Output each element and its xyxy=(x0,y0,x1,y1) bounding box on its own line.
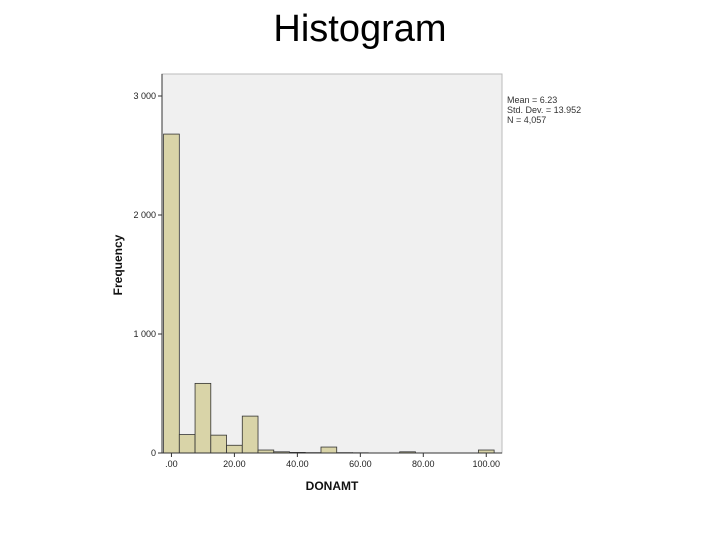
stat-line: Mean = 6.23 xyxy=(507,95,557,105)
y-axis-title: Frequency xyxy=(111,234,125,295)
x-tick-label: 100.00 xyxy=(472,459,500,469)
x-tick-label: 20.00 xyxy=(223,459,246,469)
y-tick-label: 1 000 xyxy=(133,329,156,339)
y-ticks: 0 1 000 2 000 3 000 xyxy=(133,91,162,458)
x-ticks: .00 20.00 40.00 60.00 80.00 100.00 xyxy=(165,453,500,469)
histogram-bar xyxy=(241,415,259,454)
histogram-bar xyxy=(163,133,180,454)
x-tick-label: 60.00 xyxy=(349,459,372,469)
x-tick-label: 80.00 xyxy=(412,459,435,469)
stat-line: Std. Dev. = 13.952 xyxy=(507,105,581,115)
stat-line: N = 4,057 xyxy=(507,115,546,125)
x-axis-title: DONAMT xyxy=(306,479,359,493)
histogram-bar xyxy=(210,434,227,454)
slide-title: Histogram xyxy=(273,8,447,50)
y-tick-label: 3 000 xyxy=(133,91,156,101)
histogram-bar xyxy=(178,434,196,454)
histogram-bar xyxy=(226,444,243,454)
x-tick-label: .00 xyxy=(165,459,178,469)
y-tick-label: 0 xyxy=(151,448,156,458)
histogram-bar xyxy=(320,446,338,454)
plot-area xyxy=(161,73,503,454)
y-tick-label: 2 000 xyxy=(133,210,156,220)
x-tick-label: 40.00 xyxy=(286,459,309,469)
histogram-bar xyxy=(194,382,212,454)
